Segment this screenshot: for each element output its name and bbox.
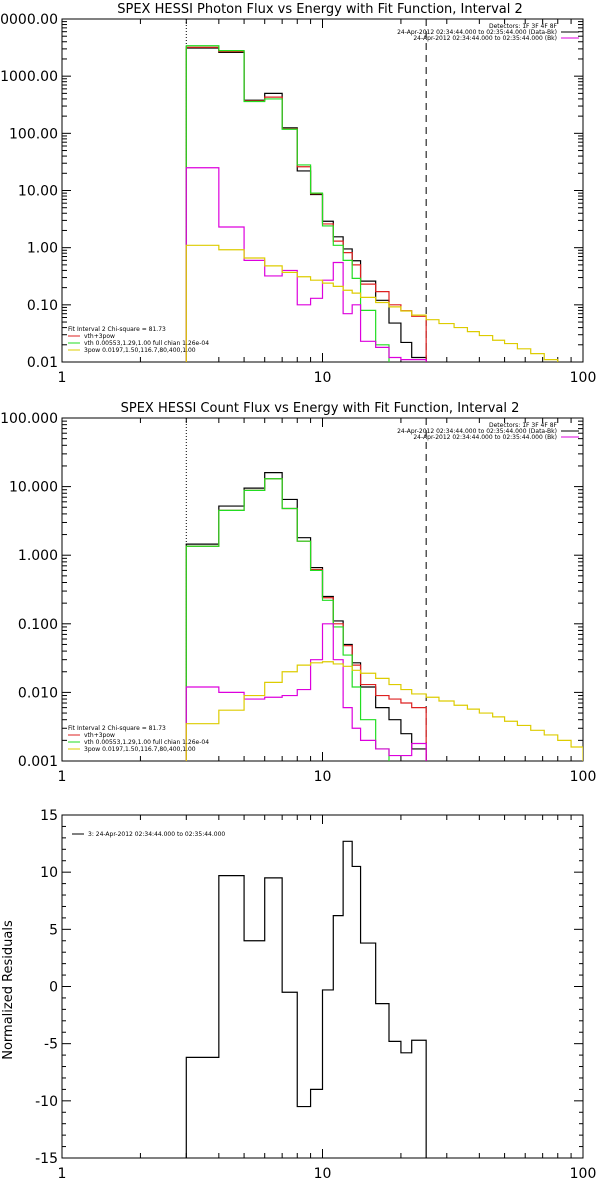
x-tick-label: 10	[314, 1166, 332, 1182]
series-line-4	[185, 661, 583, 761]
series-line-0	[185, 840, 427, 1158]
series-line-1	[185, 46, 427, 362]
y-tick-label: 1.00	[27, 241, 58, 257]
x-tick-label: 1	[58, 769, 67, 785]
legend-title: Fit Interval 2 Chi-square = 81.73	[68, 326, 166, 333]
panel-title: SPEX HESSI Count Flux vs Energy with Fit…	[121, 401, 520, 416]
legend-title: Fit Interval 2 Chi-square = 81.73	[68, 725, 166, 732]
series-group	[185, 472, 583, 761]
series-line-3	[185, 623, 427, 761]
photon-flux-panel: SPEX HESSI Photon Flux vs Energy with Fi…	[0, 2, 596, 386]
x-tick-label: 10	[314, 769, 332, 785]
x-tick-label: 1	[58, 370, 67, 386]
y-tick-label: 100.000	[0, 411, 58, 427]
x-tick-label: 1	[58, 1166, 67, 1182]
y-tick-label: 10000.00	[0, 12, 58, 28]
header-line: Detectors: 1F 3F 4F 8F	[489, 422, 558, 429]
x-tick-label: 100	[570, 1166, 597, 1182]
y-tick-label: 0.100	[18, 617, 58, 633]
y-tick-label: 0.10	[27, 298, 58, 314]
series-line-2	[185, 45, 390, 362]
legend-label: vth 0.00553,1.29,1.00 full chian 1.26e-0…	[84, 739, 209, 746]
legend-label: 3: 24-Apr-2012 02:34:44.000 to 02:35:44.…	[88, 831, 225, 838]
legend-label: 3pow 0.0197,1.50,116.7,80,400,1.00	[84, 746, 196, 753]
legend-label: vth+3pow	[84, 732, 115, 739]
y-tick-label: 10.000	[9, 480, 58, 496]
series-line-4	[185, 244, 559, 362]
y-tick-label: 5	[49, 922, 58, 938]
x-tick-label: 10	[314, 370, 332, 386]
y-tick-label: 1000.00	[0, 69, 58, 85]
plot-frame	[61, 814, 584, 1159]
y-tick-label: 1.000	[18, 548, 58, 564]
header-line: 24-Apr-2012 02:34:44.000 to 02:35:44.000…	[397, 29, 557, 36]
header-line: 24-Apr-2012 02:34:44.000 to 02:35:44.000…	[413, 434, 557, 441]
series-line-3	[185, 167, 427, 362]
x-tick-label: 100	[570, 370, 597, 386]
header-line: Detectors: 1F 3F 4F 8F	[489, 23, 558, 30]
x-tick-label: 100	[570, 769, 597, 785]
panel-title: SPEX HESSI Photon Flux vs Energy with Fi…	[117, 2, 523, 17]
y-tick-label: -15	[35, 1151, 58, 1167]
y-tick-label: 0.01	[27, 355, 58, 371]
y-tick-label: -5	[44, 1037, 58, 1053]
series-line-0	[185, 472, 427, 761]
residuals-panel: Normalized Residuals 1 10 100 -15 -10 -5 0 5 10 1…	[1, 808, 596, 1182]
y-tick-label: 15	[40, 808, 58, 824]
y-tick-label: -10	[35, 1094, 58, 1110]
series-line-2	[185, 478, 390, 761]
legend-label: vth+3pow	[84, 333, 115, 340]
series-group	[185, 840, 427, 1158]
y-axis-label: Normalized Residuals	[1, 920, 16, 1060]
series-line-0	[185, 47, 427, 362]
header-line: 24-Apr-2012 02:34:44.000 to 02:35:44.000…	[413, 35, 557, 42]
count-flux-panel: SPEX HESSI Count Flux vs Energy with Fit…	[0, 401, 596, 785]
y-tick-label: 0	[49, 980, 58, 996]
legend-label: 3pow 0.0197,1.50,116.7,80,400,1.00	[84, 347, 196, 354]
y-tick-label: 10.00	[18, 184, 58, 200]
series-line-1	[185, 478, 427, 761]
header-line: 24-Apr-2012 02:34:44.000 to 02:35:44.000…	[397, 428, 557, 435]
series-group	[185, 45, 559, 362]
y-tick-label: 0.001	[18, 754, 58, 770]
y-tick-label: 100.00	[9, 126, 58, 142]
legend-label: vth 0.00553,1.29,1.00 full chian 1.26e-0…	[84, 340, 209, 347]
y-tick-label: 10	[40, 865, 58, 881]
y-tick-label: 0.010	[18, 685, 58, 701]
plot-frame	[61, 18, 584, 363]
